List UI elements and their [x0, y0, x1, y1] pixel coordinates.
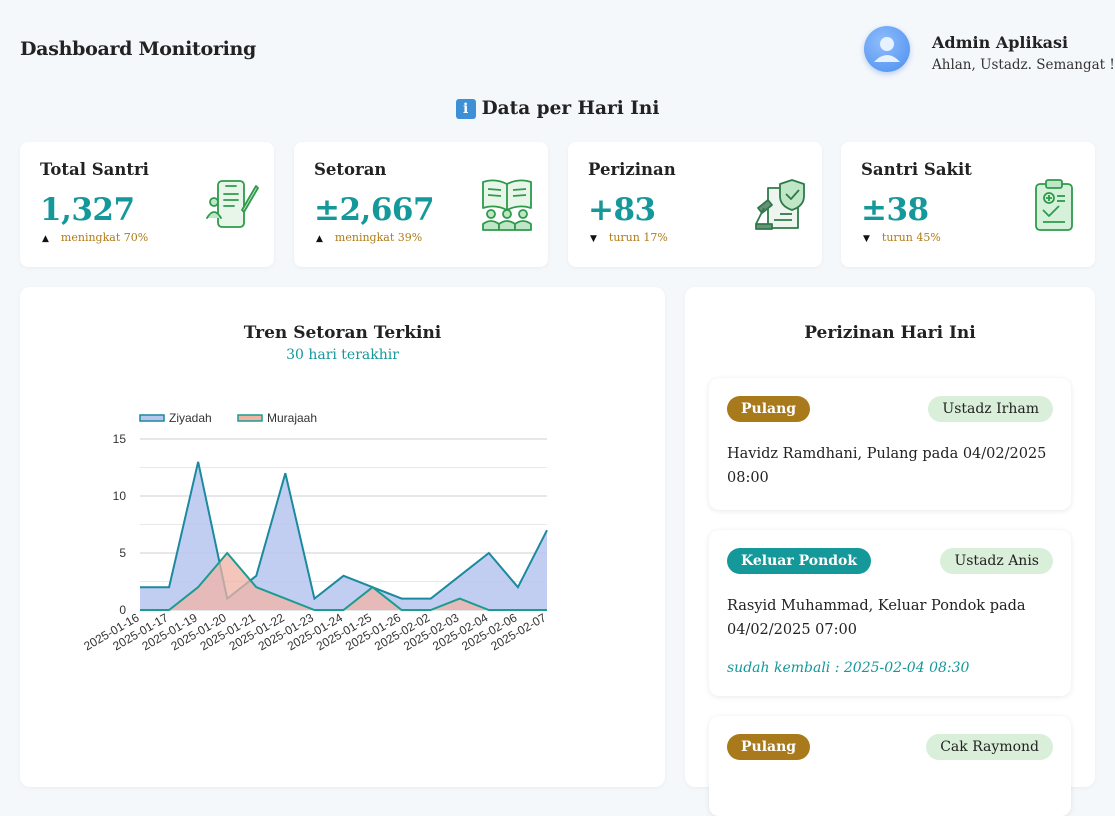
stat-card-setoran[interactable]: Setoran ±2,667 ▲ meningkat 39% — [294, 142, 548, 267]
y-tick-label: 10 — [113, 489, 127, 503]
permit-document-icon — [754, 178, 808, 232]
trend-up-icon: ▲ — [316, 234, 323, 244]
stat-card-total-santri[interactable]: Total Santri 1,327 ▲ meningkat 70% — [20, 142, 274, 267]
permission-item[interactable]: Pulang Ustadz Irham Havidz Ramdhani, Pul… — [709, 378, 1071, 510]
permission-type-badge: Pulang — [727, 734, 810, 760]
permission-description: Rasyid Muhammad, Keluar Pondok pada 04/0… — [727, 594, 1053, 642]
stat-trend-label: meningkat 39% — [335, 231, 422, 244]
section-title-text: Data per Hari Ini — [482, 98, 660, 119]
stat-title: Perizinan — [588, 160, 676, 179]
y-tick-label: 15 — [113, 432, 127, 446]
teacher-badge: Cak Raymond — [926, 734, 1053, 760]
teacher-badge: Ustadz Irham — [928, 396, 1053, 422]
stat-trend-label: turun 45% — [882, 231, 941, 244]
returned-status: sudah kembali : 2025-02-04 08:30 — [727, 660, 969, 676]
legend-label: Ziyadah — [169, 411, 212, 425]
legend-label: Murajaah — [267, 411, 317, 425]
permissions-title: Perizinan Hari Ini — [685, 323, 1095, 343]
stat-trend: ▲ meningkat 70% — [42, 231, 148, 244]
medical-clipboard-icon — [1027, 178, 1081, 232]
stat-card-santri-sakit[interactable]: Santri Sakit ±38 ▼ turun 45% — [841, 142, 1095, 267]
header: Dashboard Monitoring Admin Aplikasi Ahla… — [0, 0, 1115, 100]
trend-down-icon: ▼ — [863, 234, 870, 244]
stat-trend: ▲ meningkat 39% — [316, 231, 422, 244]
stat-trend: ▼ turun 17% — [590, 231, 668, 244]
stat-value: ±2,667 — [314, 192, 434, 228]
chart-subtitle: 30 hari terakhir — [20, 347, 665, 363]
student-writing-icon — [206, 178, 260, 232]
stat-title: Setoran — [314, 160, 386, 179]
stat-value: +83 — [588, 192, 656, 228]
stat-value: ±38 — [861, 192, 929, 228]
trend-up-icon: ▲ — [42, 234, 49, 244]
stat-card-perizinan[interactable]: Perizinan +83 ▼ turun 17% — [568, 142, 822, 267]
permission-description: Havidz Ramdhani, Pulang pada 04/02/2025 … — [727, 442, 1053, 490]
stat-title: Total Santri — [40, 160, 149, 179]
user-greeting: Ahlan, Ustadz. Semangat ! — [932, 57, 1115, 73]
permission-item[interactable]: Keluar Pondok Ustadz Anis Rasyid Muhamma… — [709, 530, 1071, 696]
teacher-badge: Ustadz Anis — [940, 548, 1053, 574]
stat-trend-label: turun 17% — [609, 231, 668, 244]
avatar[interactable] — [864, 26, 910, 72]
user-avatar-icon — [864, 26, 910, 72]
permissions-panel: Perizinan Hari Ini Pulang Ustadz Irham H… — [685, 287, 1095, 787]
stat-value: 1,327 — [40, 192, 135, 228]
permission-item[interactable]: Pulang Cak Raymond — [709, 716, 1071, 816]
user-name: Admin Aplikasi — [932, 33, 1068, 52]
chart-title: Tren Setoran Terkini — [20, 323, 665, 343]
stat-trend: ▼ turun 45% — [863, 231, 941, 244]
group-reading-icon — [480, 178, 534, 232]
stat-trend-label: meningkat 70% — [61, 231, 148, 244]
permission-type-badge: Pulang — [727, 396, 810, 422]
permission-type-badge: Keluar Pondok — [727, 548, 871, 574]
y-tick-label: 5 — [119, 546, 126, 560]
legend-swatch-murajaah — [238, 415, 262, 421]
section-title: i Data per Hari Ini — [0, 98, 1115, 119]
legend-swatch-ziyadah — [140, 415, 164, 421]
trend-down-icon: ▼ — [590, 234, 597, 244]
page-title: Dashboard Monitoring — [20, 38, 256, 60]
setoran-trend-chart: 0510152025-01-162025-01-172025-01-192025… — [20, 377, 665, 807]
info-icon: i — [456, 99, 476, 119]
stat-title: Santri Sakit — [861, 160, 972, 179]
